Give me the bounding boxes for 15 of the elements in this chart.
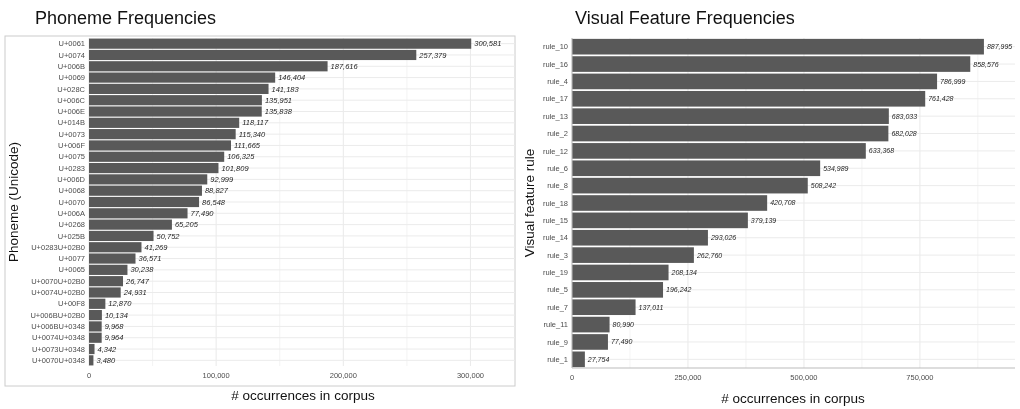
chart-title: Phoneme Frequencies: [35, 8, 217, 28]
bar: [572, 264, 669, 281]
bar: [572, 125, 889, 142]
bar: [572, 316, 610, 333]
chart-title: Visual Feature Frequencies: [575, 8, 795, 28]
x-axis-title: # occurrences in corpus: [721, 391, 865, 406]
bar: [572, 351, 585, 368]
y-axis-title: Visual feature rule: [522, 148, 537, 258]
x-axis-title: # occurrences in corpus: [231, 388, 375, 403]
bar: [572, 334, 608, 350]
bar: [572, 73, 938, 90]
y-axis-title: Phoneme (Unicode): [6, 141, 21, 263]
bar: [572, 177, 808, 194]
bar: [572, 212, 748, 229]
bar: [572, 195, 768, 211]
